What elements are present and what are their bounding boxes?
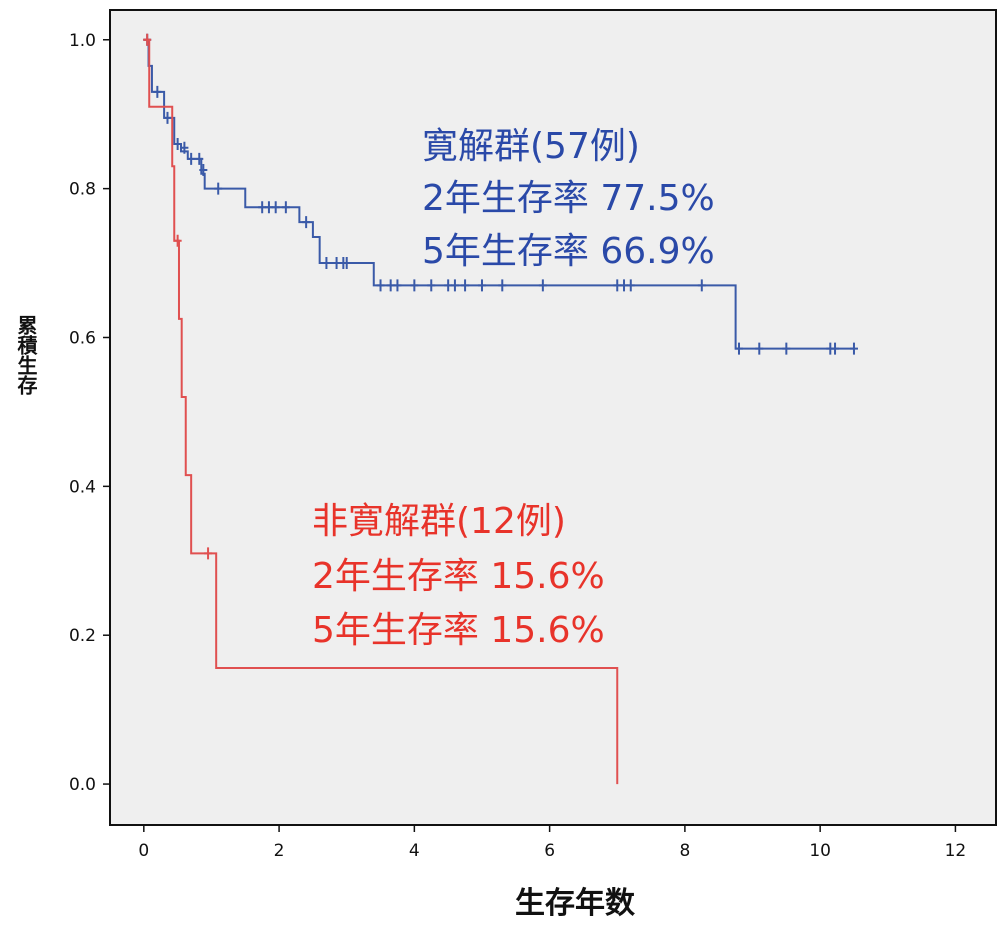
series-0-censor-mark [281, 201, 290, 214]
series-0-censor-mark [831, 342, 840, 355]
y-tick-label: 0.2 [69, 626, 96, 646]
series-0-censor-mark [180, 141, 189, 154]
annotation-remission-5yr: 5年生存率 66.9% [422, 231, 715, 272]
series-0-censor-mark [477, 279, 486, 292]
y-tick-label: 0.4 [69, 477, 96, 497]
x-axis: 0 2 4 6 8 10 12 [138, 825, 966, 861]
x-tick-label: 0 [138, 841, 149, 861]
annotation-nonremission-title: 非寛解群(12例) [312, 501, 566, 542]
series-0-censor-mark [376, 279, 385, 292]
series-0-censor-mark [258, 201, 267, 214]
x-tick-label: 8 [679, 841, 690, 861]
series-0-censor-mark [195, 152, 204, 165]
x-tick-label: 6 [544, 841, 555, 861]
series-0-censor-mark [187, 152, 196, 165]
series-0-censor-mark [410, 279, 419, 292]
annotation-nonremission-2yr: 2年生存率 15.6% [312, 556, 605, 597]
series-0-censor-mark [782, 342, 791, 355]
series-0-censor-mark [271, 201, 280, 214]
x-tick-label: 12 [945, 841, 967, 861]
y-tick-label: 0.6 [69, 328, 96, 348]
series-0-censor-mark [697, 279, 706, 292]
series-layer [143, 33, 858, 785]
series-0-censor-mark [302, 216, 311, 229]
series-0-censor-mark [393, 279, 402, 292]
y-axis-label: 累積生存 [14, 315, 38, 395]
y-tick-label: 0.0 [69, 775, 96, 795]
series-0-censor-mark [199, 164, 208, 177]
series-0-censor-mark [173, 137, 182, 150]
annotation-remission-title: 寛解群(57例) [422, 126, 640, 167]
series-0-censor-mark [450, 279, 459, 292]
series-0-censor-mark [734, 342, 743, 355]
series-0-censor-mark [322, 257, 331, 270]
x-tick-label: 4 [409, 841, 420, 861]
annotation-remission-2yr: 2年生存率 77.5% [422, 178, 715, 219]
x-tick-label: 2 [274, 841, 285, 861]
series-1-censor-mark [143, 33, 152, 46]
x-axis-label: 生存年数 [515, 886, 636, 921]
series-0-censor-mark [386, 279, 395, 292]
series-0-censor-mark [620, 279, 629, 292]
series-0-censor-mark [163, 111, 172, 124]
series-1-censor-mark [204, 547, 213, 560]
series-0-censor-mark [538, 279, 547, 292]
series-0-censor-mark [626, 279, 635, 292]
series-0-censor-mark [264, 201, 273, 214]
series-0-censor-mark [214, 182, 223, 195]
annotation-nonremission-5yr: 5年生存率 15.6% [312, 610, 605, 651]
series-0-censor-mark [498, 279, 507, 292]
series-0-censor-mark [755, 342, 764, 355]
plot-area [109, 9, 997, 826]
y-axis: 0.0 0.2 0.4 0.6 0.8 1.0 [69, 31, 110, 795]
annotation-remission: 寛解群(57例) 2年生存率 77.5% 5年生存率 66.9% [422, 126, 715, 272]
series-0-censor-mark [342, 257, 351, 270]
y-tick-label: 1.0 [69, 31, 96, 51]
series-0-censor-mark [427, 279, 436, 292]
annotation-nonremission: 非寛解群(12例) 2年生存率 15.6% 5年生存率 15.6% [312, 501, 605, 651]
series-1-censor-mark [173, 234, 182, 247]
y-tick-label: 0.8 [69, 180, 96, 200]
series-0-censor-mark [613, 279, 622, 292]
series-0-censor-mark [332, 257, 341, 270]
series-1-line [143, 38, 619, 785]
series-0-censor-mark [153, 85, 162, 98]
x-tick-label: 10 [809, 841, 831, 861]
series-0-censor-mark [849, 342, 858, 355]
series-0-censor-mark [461, 279, 470, 292]
series-0-censor-mark [444, 279, 453, 292]
